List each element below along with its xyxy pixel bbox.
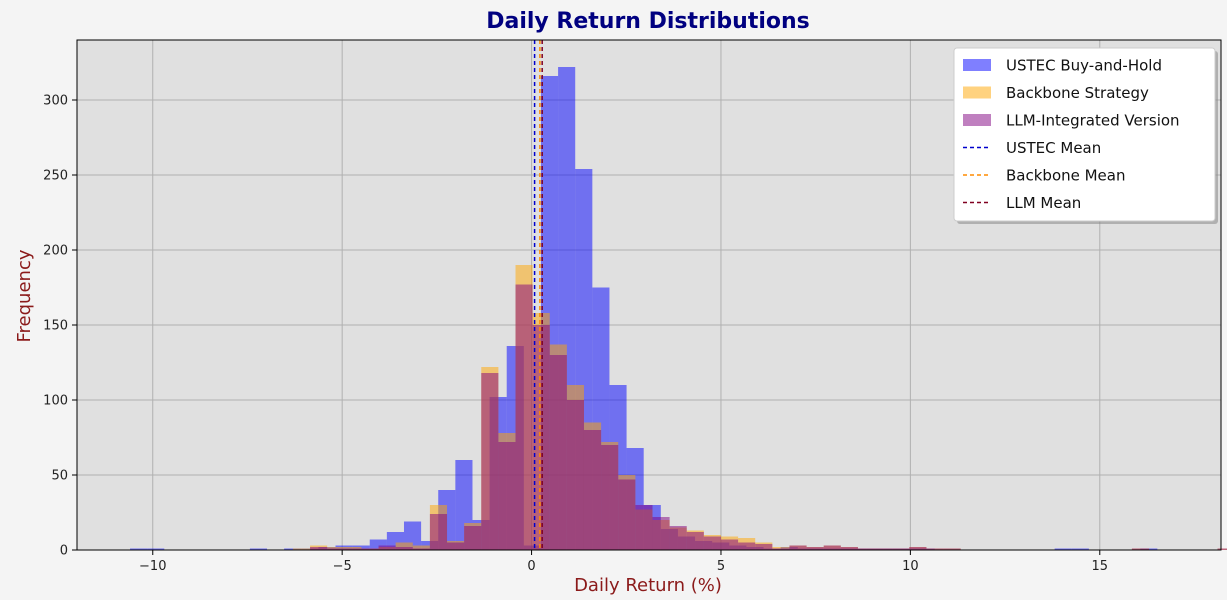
histogram-bar: [378, 545, 396, 550]
histogram-bar: [943, 548, 961, 550]
legend-label: USTEC Mean: [1006, 139, 1101, 157]
y-axis-ticks: 0 50 100 150 200 250 300: [43, 94, 77, 559]
x-tick-label: 0: [527, 559, 535, 574]
legend-swatch: [963, 59, 991, 71]
histogram-bar: [583, 430, 602, 550]
histogram-bar: [618, 479, 636, 550]
x-tick-label: −5: [333, 559, 352, 574]
y-axis-label: Frequency: [14, 249, 35, 342]
histogram-bar: [669, 526, 687, 550]
histogram-bar: [515, 284, 533, 550]
plot-frame: [76, 39, 1222, 551]
histogram-bar: [284, 548, 302, 550]
x-axis-label: Daily Return (%): [574, 575, 722, 596]
y-tick-label: 0: [60, 544, 68, 559]
histogram-bar: [840, 547, 858, 550]
histogram-bar: [344, 548, 362, 550]
histogram-bars: [130, 67, 1227, 550]
histogram-bar: [447, 542, 465, 550]
histogram-bar: [738, 542, 756, 550]
mean-lines: [533, 40, 543, 550]
histogram-bar: [1071, 548, 1089, 550]
histogram-bar: [147, 548, 165, 550]
histogram-bar: [1054, 548, 1072, 550]
x-tick-label: −10: [139, 559, 166, 574]
histogram-bar: [566, 400, 584, 550]
histogram-bar: [720, 539, 739, 550]
histogram-bar: [429, 514, 448, 550]
legend-swatch: [963, 86, 991, 99]
chart-title: Daily Return Distributions: [486, 9, 810, 34]
histogram-bar: [772, 548, 790, 550]
y-tick-label: 200: [43, 244, 68, 259]
histogram-bar: [823, 545, 841, 550]
histogram-bar: [395, 547, 413, 550]
histogram-bar: [755, 544, 773, 550]
histogram-bar: [412, 548, 430, 550]
histogram-bar: [532, 325, 550, 550]
histogram-bar: [327, 548, 345, 550]
histogram-bar: [498, 442, 516, 550]
histogram-bar: [310, 547, 328, 550]
legend-swatch: [963, 114, 991, 126]
histogram-bar: [1217, 548, 1227, 550]
histogram-bar: [601, 445, 619, 550]
legend-label: USTEC Buy-and-Hold: [1006, 57, 1162, 75]
histogram-bar: [249, 548, 268, 550]
histogram-bar: [395, 542, 413, 550]
x-tick-label: 5: [717, 559, 725, 574]
histogram-bar: [857, 548, 876, 550]
histogram-bar: [652, 517, 670, 550]
histogram-bar: [464, 526, 482, 550]
histogram-bar: [686, 532, 704, 550]
y-tick-label: 150: [43, 319, 68, 334]
legend-label: LLM Mean: [1006, 194, 1081, 212]
histogram-bar: [909, 547, 927, 550]
histogram-bar: [926, 548, 944, 550]
x-axis-ticks: −10 −5 0 5 10 15: [139, 550, 1108, 574]
histogram-bar: [292, 548, 311, 550]
histogram-bar: [892, 548, 910, 550]
y-tick-label: 50: [51, 469, 68, 484]
histogram-bar: [361, 548, 379, 550]
histogram-bar: [481, 373, 499, 550]
histogram-bar: [789, 545, 807, 550]
histogram-bar: [635, 505, 653, 550]
legend-box: [953, 47, 1216, 222]
x-tick-label: 10: [902, 559, 919, 574]
histogram-bar: [1131, 548, 1150, 550]
histogram-bar: [875, 548, 893, 550]
histogram-bar: [412, 545, 430, 550]
histogram-series-2: [310, 284, 1227, 550]
histogram-bar: [703, 536, 721, 550]
y-tick-label: 100: [43, 394, 68, 409]
y-tick-label: 250: [43, 169, 68, 184]
histogram-bar: [369, 539, 387, 550]
histogram-bar: [130, 548, 148, 550]
histogram-bar: [806, 547, 824, 550]
y-tick-label: 300: [43, 94, 68, 109]
legend-label: Backbone Strategy: [1006, 84, 1149, 102]
legend-label: Backbone Mean: [1006, 167, 1126, 185]
x-tick-label: 15: [1092, 559, 1109, 574]
legend: USTEC Buy-and-Hold Backbone Strategy LLM-I…: [953, 47, 1218, 224]
legend-label: LLM-Integrated Version: [1006, 112, 1180, 130]
histogram-bar: [549, 355, 567, 550]
